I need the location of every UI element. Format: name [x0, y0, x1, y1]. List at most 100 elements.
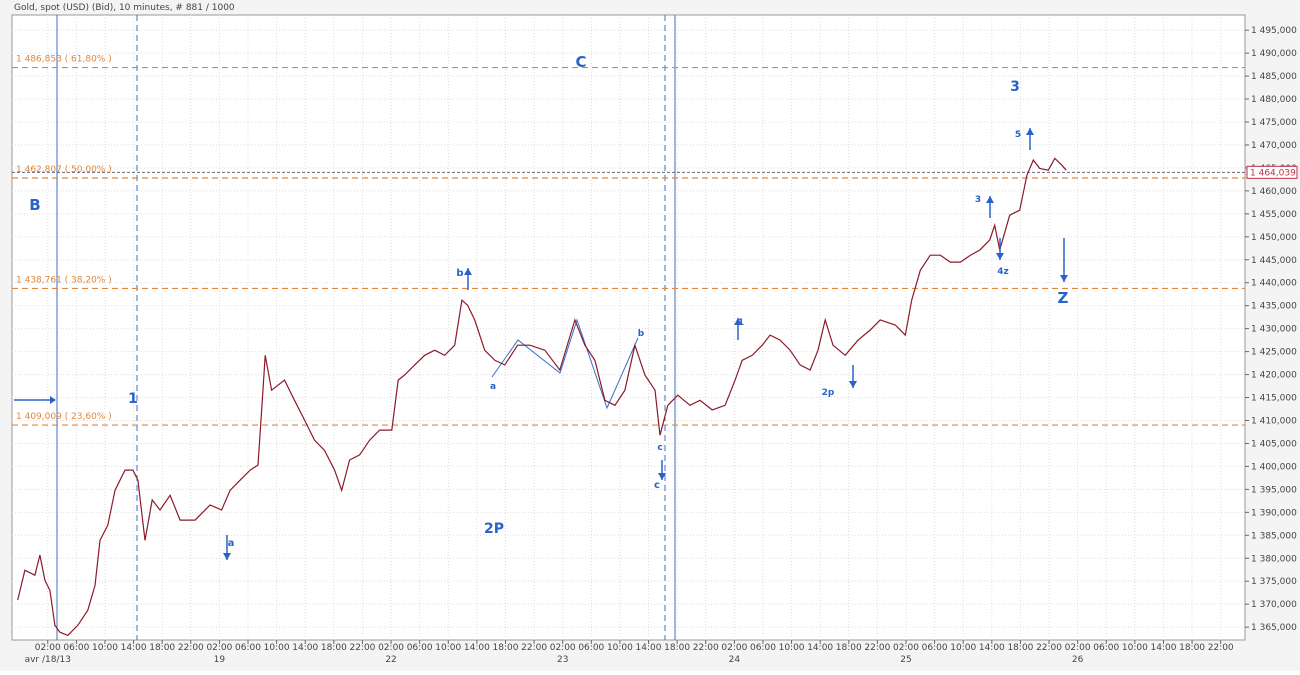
x-tick-label: 02:00 [206, 643, 232, 653]
arrow-head [464, 268, 472, 275]
wave-label: 1 [128, 391, 138, 407]
arrow-head [986, 196, 994, 203]
x-tick-label: 18:00 [1179, 643, 1205, 653]
arrow-head [50, 396, 56, 404]
y-tick-label: 1 420,000 [1251, 371, 1297, 381]
wave-label: B [29, 196, 40, 214]
x-tick-label: 22:00 [864, 643, 890, 653]
fib-label: 1 438,761 ( 38,20% ) [16, 275, 112, 285]
wave-label: Z [1058, 289, 1069, 307]
x-tick-label: 02:00 [893, 643, 919, 653]
x-tick-label: 14:00 [1150, 643, 1176, 653]
y-tick-label: 1 445,000 [1251, 256, 1297, 266]
wave-line [491, 318, 639, 410]
x-tick-label: 10:00 [950, 643, 976, 653]
y-tick-label: 1 390,000 [1251, 508, 1297, 518]
x-tick-label: 18:00 [321, 643, 347, 653]
x-tick-label: 18:00 [836, 643, 862, 653]
x-tick-label: 22:00 [1036, 643, 1062, 653]
wave-label: C [575, 53, 586, 71]
x-day-label: avr /18/13 [25, 655, 71, 665]
wave-label: 3 [1010, 79, 1020, 95]
y-tick-label: 1 395,000 [1251, 485, 1297, 495]
x-day-label: 22 [385, 655, 396, 665]
arrow-head [996, 253, 1004, 260]
y-tick-label: 1 485,000 [1251, 72, 1297, 82]
x-tick-label: 14:00 [636, 643, 662, 653]
grid [12, 15, 1245, 640]
x-day-label: 25 [900, 655, 911, 665]
x-tick-label: 10:00 [1122, 643, 1148, 653]
x-tick-label: 10:00 [435, 643, 461, 653]
wave-label: 4z [997, 267, 1009, 277]
wave-label: 1 [738, 318, 744, 328]
x-tick-label: 22:00 [178, 643, 204, 653]
y-tick-label: 1 450,000 [1251, 233, 1297, 243]
x-tick-label: 22:00 [1208, 643, 1234, 653]
x-day-label: 23 [557, 655, 568, 665]
x-tick-label: 10:00 [92, 643, 118, 653]
x-tick-label: 18:00 [1007, 643, 1033, 653]
x-day-label: 19 [214, 655, 226, 665]
plot-area [11, 14, 1246, 641]
x-tick-label: 06:00 [235, 643, 261, 653]
y-tick-label: 1 435,000 [1251, 302, 1297, 312]
x-tick-label: 02:00 [1065, 643, 1091, 653]
x-tick-label: 02:00 [35, 643, 61, 653]
x-tick-label: 06:00 [578, 643, 604, 653]
x-tick-label: 06:00 [922, 643, 948, 653]
x-tick-label: 22:00 [521, 643, 547, 653]
y-tick-label: 1 365,000 [1251, 623, 1297, 633]
x-tick-label: 18:00 [493, 643, 519, 653]
y-tick-label: 1 470,000 [1251, 141, 1297, 151]
drawings [14, 15, 676, 640]
y-tick-label: 1 405,000 [1251, 439, 1297, 449]
arrow-head [849, 381, 857, 388]
current-price-label: 1 464,039 [1250, 168, 1296, 178]
x-tick-label: 14:00 [121, 643, 147, 653]
x-tick-label: 22:00 [693, 643, 719, 653]
wave-label: 3 [975, 195, 981, 205]
y-tick-label: 1 480,000 [1251, 95, 1297, 105]
arrow-head [1026, 128, 1034, 135]
y-tick-label: 1 430,000 [1251, 325, 1297, 335]
arrow-head [223, 553, 231, 560]
x-tick-label: 06:00 [63, 643, 89, 653]
x-tick-label: 10:00 [607, 643, 633, 653]
wave-label: 5 [1015, 130, 1021, 140]
y-tick-label: 1 495,000 [1251, 26, 1297, 36]
x-tick-label: 14:00 [464, 643, 490, 653]
x-tick-label: 06:00 [407, 643, 433, 653]
y-tick-label: 1 410,000 [1251, 416, 1297, 426]
arrow-head [734, 318, 742, 325]
y-tick-label: 1 455,000 [1251, 210, 1297, 220]
wave-label: 2p [822, 388, 835, 398]
x-tick-label: 02:00 [378, 643, 404, 653]
wave-label: b [638, 329, 645, 339]
x-tick-label: 14:00 [807, 643, 833, 653]
x-day-label: 24 [729, 655, 741, 665]
y-tick-label: 1 475,000 [1251, 118, 1297, 128]
x-tick-label: 18:00 [664, 643, 690, 653]
wave-label: c [654, 480, 660, 491]
y-tick-label: 1 400,000 [1251, 462, 1297, 472]
wave-label: 2P [484, 521, 504, 537]
wave-label: b [456, 268, 463, 279]
x-tick-label: 02:00 [550, 643, 576, 653]
x-tick-label: 22:00 [349, 643, 375, 653]
y-tick-label: 1 375,000 [1251, 577, 1297, 587]
current-price-box [1246, 165, 1298, 179]
wave-label: a [490, 382, 496, 392]
chart-title: Gold, spot (USD) (Bid), 10 minutes, # 88… [14, 3, 235, 13]
y-tick-label: 1 370,000 [1251, 600, 1297, 610]
y-tick-label: 1 380,000 [1251, 554, 1297, 564]
price-line [17, 157, 1067, 637]
x-tick-label: 06:00 [750, 643, 776, 653]
x-tick-label: 10:00 [779, 643, 805, 653]
y-tick-label: 1 490,000 [1251, 49, 1297, 59]
arrow-head [1060, 275, 1068, 282]
y-tick-label: 1 460,000 [1251, 187, 1297, 197]
y-tick-label: 1 425,000 [1251, 348, 1297, 358]
